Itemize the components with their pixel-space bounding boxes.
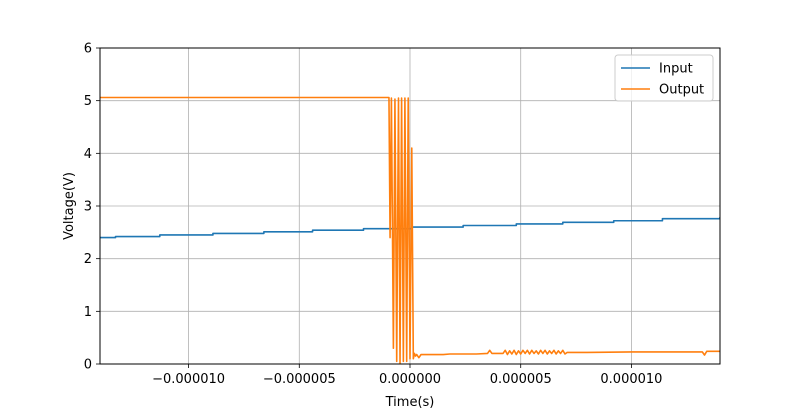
x-tick-label: 0.000005 — [490, 372, 552, 387]
y-tick-label: 2 — [84, 252, 92, 267]
y-tick-label: 4 — [84, 147, 92, 162]
legend-label: Output — [659, 83, 704, 98]
x-tick-label: −0.000010 — [152, 372, 225, 387]
series-line-output — [100, 96, 720, 364]
legend-label: Input — [659, 62, 693, 77]
ticks: −0.000010 −0.000005 0.000000 0.000005 0.0000… — [84, 42, 663, 388]
series-layer — [100, 96, 720, 364]
y-tick-label: 6 — [84, 42, 92, 57]
x-tick-label: −0.000005 — [263, 372, 336, 387]
x-tick-label: 0.000000 — [379, 372, 441, 387]
y-tick-label: 0 — [84, 358, 92, 373]
y-tick-label: 5 — [84, 94, 92, 109]
y-axis-label: Voltage(V) — [62, 172, 77, 240]
x-axis-label: Time(s) — [385, 395, 435, 409]
x-tick-label: 0.000010 — [600, 372, 662, 387]
legend: Input Output — [614, 54, 714, 102]
y-tick-label: 3 — [84, 200, 92, 215]
y-tick-label: 1 — [84, 305, 92, 320]
